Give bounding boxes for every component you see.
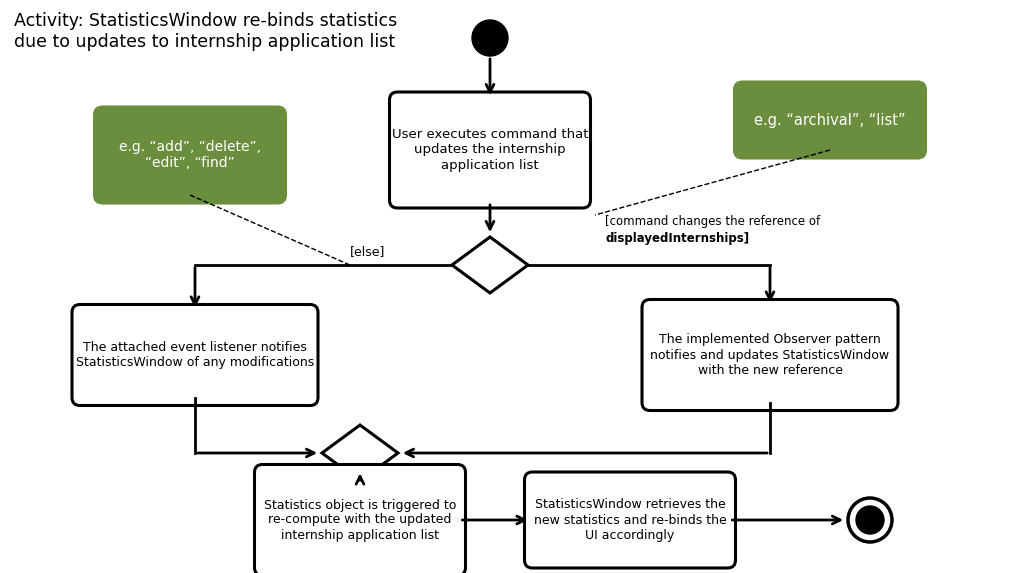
Text: The implemented Observer pattern
notifies and updates StatisticsWindow
with the : The implemented Observer pattern notifie…: [651, 333, 890, 376]
FancyBboxPatch shape: [525, 472, 735, 568]
Circle shape: [472, 20, 508, 56]
Text: e.g. “add”, “delete”,
“edit”, “find”: e.g. “add”, “delete”, “edit”, “find”: [119, 140, 261, 170]
Circle shape: [856, 506, 884, 534]
Polygon shape: [452, 237, 528, 293]
Text: [else]: [else]: [350, 245, 385, 258]
FancyBboxPatch shape: [95, 107, 286, 203]
Text: displayedInternships]: displayedInternships]: [605, 232, 750, 245]
Text: [command changes the reference of: [command changes the reference of: [605, 215, 820, 228]
Text: e.g. “archival”, “list”: e.g. “archival”, “list”: [755, 112, 906, 128]
Text: Statistics object is triggered to
re-compute with the updated
internship applica: Statistics object is triggered to re-com…: [264, 499, 456, 541]
FancyBboxPatch shape: [734, 82, 926, 158]
Circle shape: [849, 498, 892, 542]
Text: User executes command that
updates the internship
application list: User executes command that updates the i…: [392, 128, 589, 171]
Polygon shape: [322, 425, 398, 481]
Text: StatisticsWindow retrieves the
new statistics and re-binds the
UI accordingly: StatisticsWindow retrieves the new stati…: [534, 499, 727, 541]
Text: Activity: StatisticsWindow re-binds statistics
due to updates to internship appl: Activity: StatisticsWindow re-binds stat…: [14, 12, 397, 51]
FancyBboxPatch shape: [72, 304, 318, 406]
FancyBboxPatch shape: [390, 92, 591, 208]
Text: The attached event listener notifies
StatisticsWindow of any modifications: The attached event listener notifies Sta…: [76, 341, 314, 369]
FancyBboxPatch shape: [642, 300, 898, 410]
FancyBboxPatch shape: [255, 465, 466, 573]
